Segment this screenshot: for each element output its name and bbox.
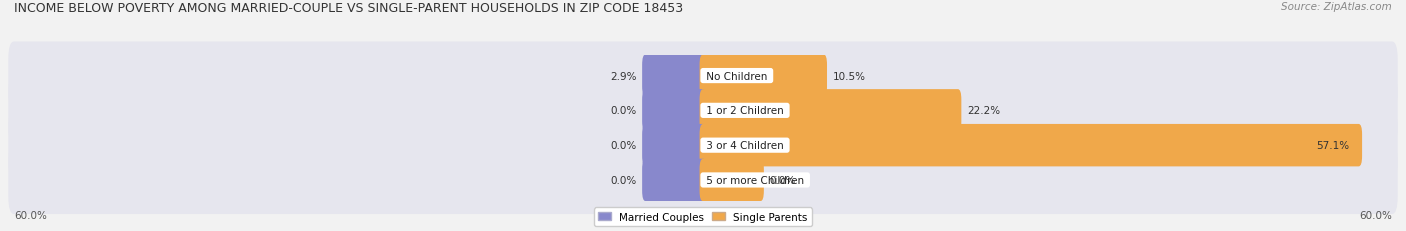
FancyBboxPatch shape [8,112,1398,179]
FancyBboxPatch shape [700,124,1362,167]
FancyBboxPatch shape [8,77,1398,145]
FancyBboxPatch shape [8,42,1398,110]
FancyBboxPatch shape [643,55,706,97]
Text: 0.0%: 0.0% [610,140,637,151]
Text: 2.9%: 2.9% [610,71,637,81]
Legend: Married Couples, Single Parents: Married Couples, Single Parents [595,208,811,226]
Text: 0.0%: 0.0% [610,106,637,116]
FancyBboxPatch shape [700,90,962,132]
FancyBboxPatch shape [8,146,1398,214]
Text: 22.2%: 22.2% [967,106,1000,116]
Text: Source: ZipAtlas.com: Source: ZipAtlas.com [1281,2,1392,12]
FancyBboxPatch shape [643,159,706,201]
Text: 3 or 4 Children: 3 or 4 Children [703,140,787,151]
Text: 10.5%: 10.5% [832,71,866,81]
Text: 57.1%: 57.1% [1316,140,1350,151]
FancyBboxPatch shape [643,124,706,167]
FancyBboxPatch shape [700,55,827,97]
Text: 60.0%: 60.0% [14,210,46,220]
Text: 5 or more Children: 5 or more Children [703,175,807,185]
Text: 1 or 2 Children: 1 or 2 Children [703,106,787,116]
FancyBboxPatch shape [643,90,706,132]
Text: No Children: No Children [703,71,770,81]
Text: 0.0%: 0.0% [769,175,796,185]
FancyBboxPatch shape [700,159,763,201]
Text: 0.0%: 0.0% [610,175,637,185]
Text: 60.0%: 60.0% [1360,210,1392,220]
Text: INCOME BELOW POVERTY AMONG MARRIED-COUPLE VS SINGLE-PARENT HOUSEHOLDS IN ZIP COD: INCOME BELOW POVERTY AMONG MARRIED-COUPL… [14,2,683,15]
